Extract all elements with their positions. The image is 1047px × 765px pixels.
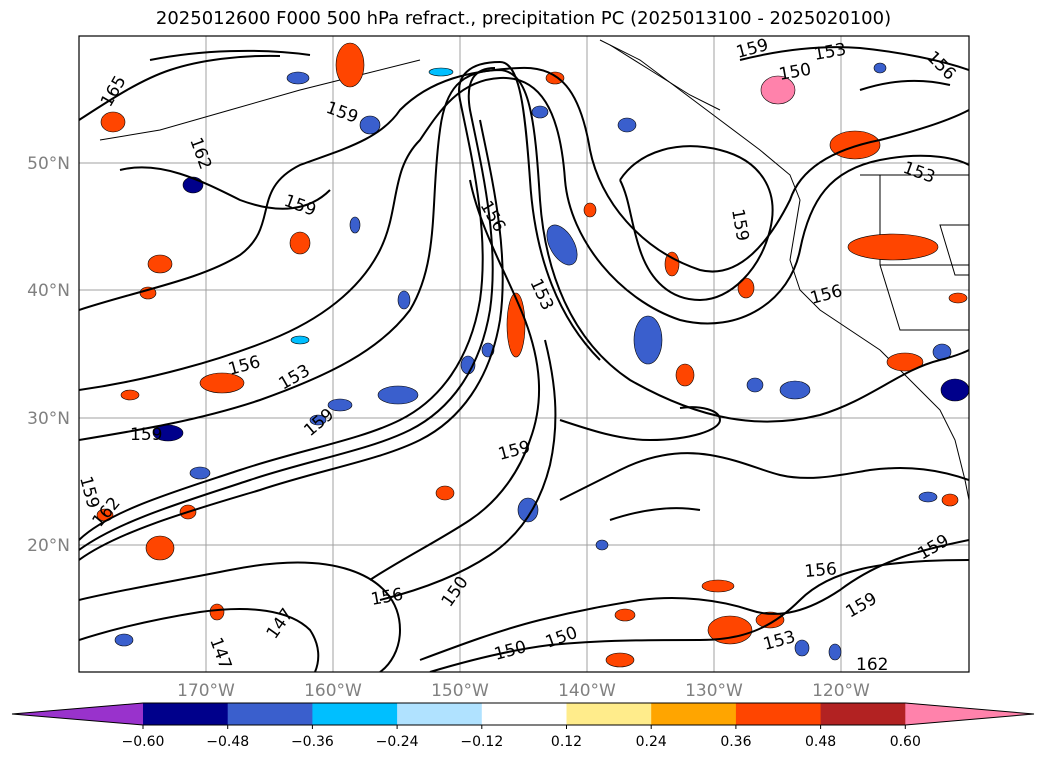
colorbar-segment [397,703,483,725]
colorbar-tick-label: −0.12 [460,734,503,750]
contour-label: 162 [856,655,888,675]
colorbar-extend-high [905,703,1034,725]
colorbar-segment [735,703,822,725]
colorbar-segment [566,703,652,725]
contour-labels: 165 162 159 159 156 153 159 159 156 153 … [75,36,960,675]
latitude-labels: 50°N 40°N 30°N 20°N [27,154,70,556]
lat-label-40n: 40°N [27,281,70,301]
colorbar-tick-label: −0.60 [122,734,165,750]
colorbar-segment [143,703,229,725]
lon-label-150w: 150°W [431,681,489,701]
lon-label-170w: 170°W [177,681,235,701]
lon-label-120w: 120°W [812,681,870,701]
colorbar-tick-label: −0.24 [376,734,419,750]
colorbar-tick-label: −0.36 [291,734,334,750]
lat-label-50n: 50°N [27,154,70,174]
longitude-labels: 170°W 160°W 150°W 140°W 130°W 120°W [177,681,870,701]
colorbar-extend-low [12,703,143,725]
plot-area [79,36,969,672]
colorbar-tick-label: 0.24 [636,734,667,750]
lat-label-20n: 20°N [27,536,70,556]
colorbar [11,702,1035,726]
colorbar-tick-label: 0.60 [890,734,921,750]
chart-title: 2025012600 F000 500 hPa refract., precip… [155,8,892,29]
lon-label-140w: 140°W [558,681,616,701]
precip-shading [96,42,969,668]
colorbar-tick-label: 0.36 [720,734,751,750]
lat-label-30n: 30°N [27,409,70,429]
colorbar-segment [227,703,313,725]
coastlines [99,39,969,501]
contour-label: 159 [75,474,103,511]
colorbar-tick-label: 0.12 [551,734,582,750]
refractivity-contours [79,46,969,672]
colorbar-segment [820,703,906,725]
colorbar-segment [312,703,398,725]
colorbar-segment [651,703,737,725]
lon-label-160w: 160°W [304,681,362,701]
colorbar-tick-label: −0.48 [206,734,249,750]
contour-label: 159 [130,425,162,445]
lon-label-130w: 130°W [685,681,743,701]
colorbar-tick-label: 0.48 [805,734,836,750]
plot-border [78,35,970,673]
colorbar-segment [481,703,567,725]
colorbar-labels: −0.60 −0.48 −0.36 −0.24 −0.12 0.12 0.24 0.36 0.4… [122,725,921,750]
contour-label: 156 [804,559,838,582]
